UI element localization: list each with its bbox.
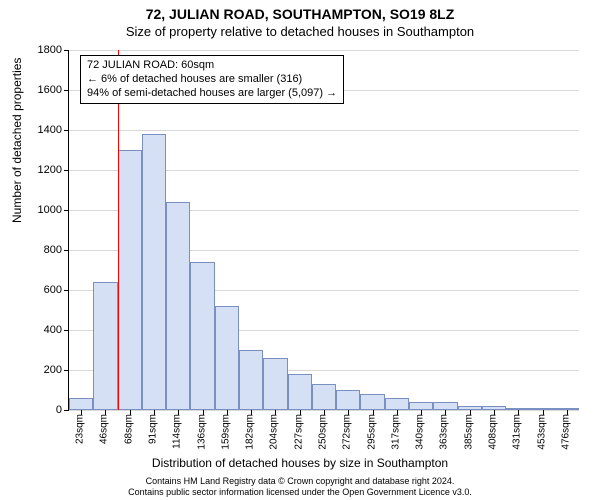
x-tick-label: 431sqm xyxy=(512,414,523,450)
y-tick-mark xyxy=(64,250,69,251)
x-tick-label: 23sqm xyxy=(75,414,86,444)
histogram-bar xyxy=(166,202,190,410)
x-tick-label: 227sqm xyxy=(293,414,304,450)
annotation-line: 72 JULIAN ROAD: 60sqm xyxy=(87,59,337,73)
y-tick-label: 400 xyxy=(12,324,62,336)
x-tick-label: 476sqm xyxy=(560,414,571,450)
x-tick-label: 317sqm xyxy=(390,414,401,450)
x-tick-label: 204sqm xyxy=(269,414,280,450)
y-tick-label: 1000 xyxy=(12,204,62,216)
x-tick-label: 91sqm xyxy=(148,414,159,444)
x-tick-label: 46sqm xyxy=(99,414,110,444)
y-tick-mark xyxy=(64,170,69,171)
y-tick-mark xyxy=(64,410,69,411)
y-tick-mark xyxy=(64,330,69,331)
histogram-bar xyxy=(409,402,433,410)
y-tick-label: 200 xyxy=(12,364,62,376)
chart-title-line1: 72, JULIAN ROAD, SOUTHAMPTON, SO19 8LZ xyxy=(0,6,600,22)
y-tick-label: 1400 xyxy=(12,124,62,136)
histogram-bar xyxy=(69,398,93,410)
x-tick-label: 453sqm xyxy=(536,414,547,450)
chart-container: 72, JULIAN ROAD, SOUTHAMPTON, SO19 8LZ S… xyxy=(0,0,600,500)
histogram-bar xyxy=(433,402,457,410)
histogram-bar xyxy=(288,374,312,410)
x-tick-label: 136sqm xyxy=(196,414,207,450)
gridline xyxy=(69,130,579,131)
histogram-bar xyxy=(385,398,409,410)
y-tick-mark xyxy=(64,50,69,51)
footer-attribution: Contains HM Land Registry data © Crown c… xyxy=(0,476,600,498)
chart-title-line2: Size of property relative to detached ho… xyxy=(0,24,600,39)
y-tick-mark xyxy=(64,130,69,131)
y-tick-label: 1800 xyxy=(12,44,62,56)
histogram-bar xyxy=(360,394,384,410)
annotation-line: ← 6% of detached houses are smaller (316… xyxy=(87,73,337,87)
x-tick-label: 250sqm xyxy=(318,414,329,450)
x-tick-label: 408sqm xyxy=(488,414,499,450)
footer-line2: Contains public sector information licen… xyxy=(0,487,600,498)
y-tick-mark xyxy=(64,290,69,291)
x-tick-label: 182sqm xyxy=(245,414,256,450)
y-tick-mark xyxy=(64,210,69,211)
histogram-bar xyxy=(336,390,360,410)
y-tick-mark xyxy=(64,370,69,371)
gridline xyxy=(69,50,579,51)
histogram-bar xyxy=(190,262,214,410)
histogram-bar xyxy=(263,358,287,410)
x-axis-label: Distribution of detached houses by size … xyxy=(0,456,600,470)
x-tick-label: 363sqm xyxy=(439,414,450,450)
histogram-bar xyxy=(142,134,166,410)
x-tick-label: 295sqm xyxy=(366,414,377,450)
y-tick-label: 1200 xyxy=(12,164,62,176)
annotation-box: 72 JULIAN ROAD: 60sqm← 6% of detached ho… xyxy=(80,55,344,104)
histogram-bar xyxy=(215,306,239,410)
annotation-line: 94% of semi-detached houses are larger (… xyxy=(87,87,337,101)
y-tick-label: 0 xyxy=(12,404,62,416)
x-tick-label: 114sqm xyxy=(172,414,183,449)
x-tick-label: 385sqm xyxy=(463,414,474,450)
y-axis-label: Number of detached properties xyxy=(10,58,24,223)
histogram-bar xyxy=(93,282,117,410)
y-tick-label: 600 xyxy=(12,284,62,296)
footer-line1: Contains HM Land Registry data © Crown c… xyxy=(0,476,600,487)
histogram-bar xyxy=(239,350,263,410)
x-tick-label: 159sqm xyxy=(220,414,231,450)
y-tick-mark xyxy=(64,90,69,91)
histogram-bar xyxy=(312,384,336,410)
x-tick-label: 68sqm xyxy=(123,414,134,444)
x-tick-label: 340sqm xyxy=(415,414,426,450)
histogram-bar xyxy=(118,150,142,410)
x-tick-label: 272sqm xyxy=(342,414,353,450)
y-tick-label: 1600 xyxy=(12,84,62,96)
y-tick-label: 800 xyxy=(12,244,62,256)
